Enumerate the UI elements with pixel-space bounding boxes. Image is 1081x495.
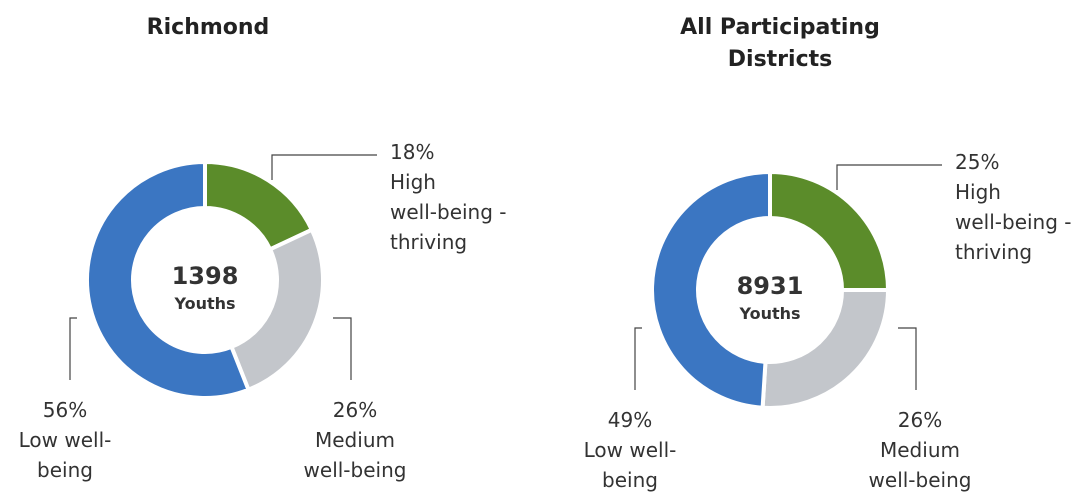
center-label: Youths bbox=[174, 294, 236, 313]
value-label: 25% bbox=[955, 150, 1000, 174]
leader-line bbox=[634, 327, 642, 390]
leader-line bbox=[898, 327, 917, 390]
value-label: 18% bbox=[390, 140, 435, 164]
segment-label: 49% Low well- being bbox=[550, 405, 710, 495]
center-value: 1398 bbox=[171, 262, 239, 290]
category-label: Medium well-being bbox=[303, 428, 407, 482]
donut-segment bbox=[768, 169, 891, 292]
donut-segment bbox=[228, 227, 325, 393]
center-label: Youths bbox=[739, 304, 801, 323]
leader-line bbox=[69, 317, 77, 380]
leader-line bbox=[271, 154, 377, 180]
segment-label: 25% High well-being - thriving bbox=[955, 147, 1072, 267]
segment-label: 18% High well-being - thriving bbox=[390, 137, 507, 257]
chart-title: Richmond bbox=[146, 15, 270, 40]
donut-segment bbox=[760, 288, 891, 410]
value-label: 49% bbox=[607, 408, 653, 432]
segment-label: 26% Medium well-being bbox=[840, 405, 1000, 495]
segment-label: 26% Medium well-being bbox=[275, 395, 435, 485]
page: {"chart_data": [ {"type": "pie", "title"… bbox=[18, 15, 1072, 492]
category-label: Low well- being bbox=[18, 428, 112, 482]
leader-line bbox=[333, 317, 352, 380]
leader-line bbox=[836, 164, 942, 190]
segment-label: 56% Low well- being bbox=[0, 395, 145, 485]
value-label: 26% bbox=[897, 408, 943, 432]
category-label: Low well- being bbox=[583, 438, 677, 492]
category-label: High well-being - thriving bbox=[955, 180, 1072, 264]
category-label: High well-being - thriving bbox=[390, 170, 507, 254]
category-label: Medium well-being bbox=[868, 438, 972, 492]
value-label: 26% bbox=[332, 398, 378, 422]
value-label: 56% bbox=[42, 398, 88, 422]
center-value: 8931 bbox=[736, 272, 804, 300]
chart-title: All Participating Districts bbox=[680, 15, 880, 72]
donut-segment bbox=[650, 169, 772, 410]
donut-segment bbox=[85, 159, 252, 400]
charts bbox=[69, 154, 942, 410]
